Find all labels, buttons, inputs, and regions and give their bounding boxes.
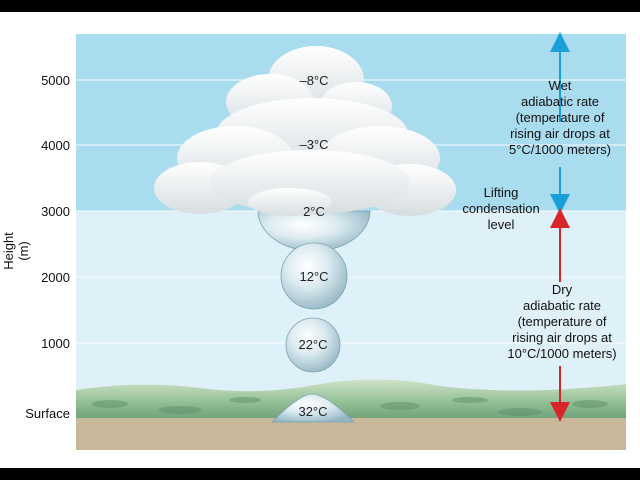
ground bbox=[76, 418, 626, 450]
wet-rate-line-2: adiabatic rate bbox=[520, 94, 600, 109]
lcl-line-1: Lifting bbox=[483, 185, 519, 200]
y-tick-5000: 5000 bbox=[41, 73, 70, 88]
cumulus-cloud bbox=[154, 46, 456, 216]
gridlines bbox=[76, 79, 626, 344]
wet-rate-text: Wet adiabatic rate (temperature of risin… bbox=[490, 78, 630, 158]
temp-label-1000m: 22°C bbox=[298, 337, 328, 352]
vegetation-band bbox=[76, 379, 626, 420]
y-tick-4000: 4000 bbox=[41, 138, 70, 153]
dry-rate-line-4: rising air drops at bbox=[512, 330, 612, 345]
wet-rate-line-4: rising air drops at bbox=[510, 126, 610, 141]
bubble-surface bbox=[271, 393, 355, 423]
dry-rate-line-1: Dry bbox=[551, 282, 573, 297]
lower-sky bbox=[76, 211, 626, 411]
temp-label-top: –8°C bbox=[299, 73, 329, 88]
lcl-line-2: condensation bbox=[462, 201, 540, 216]
vegetation-texture bbox=[92, 397, 608, 416]
bubble-2000m bbox=[280, 242, 348, 310]
bubble-1000m bbox=[285, 317, 341, 373]
wet-rate-line-1: Wet bbox=[548, 78, 572, 93]
dry-rate-line-2: adiabatic rate bbox=[522, 298, 602, 313]
y-tick-2000: 2000 bbox=[41, 270, 70, 285]
y-tick-3000: 3000 bbox=[41, 204, 70, 219]
temp-label-2000m: 12°C bbox=[299, 269, 329, 284]
y-tick-1000: 1000 bbox=[41, 336, 70, 351]
y-tick-surface: Surface bbox=[25, 406, 70, 421]
wet-rate-line-5: 5°C/1000 meters) bbox=[508, 142, 612, 157]
temp-label-cloud-base: 2°C bbox=[303, 204, 325, 219]
dry-rate-line-3: (temperature of bbox=[517, 314, 607, 329]
temp-label-upper: –3°C bbox=[299, 137, 329, 152]
dry-rate-line-5: 10°C/1000 meters) bbox=[507, 346, 617, 361]
lcl-text: Lifting condensation level bbox=[446, 185, 556, 233]
wet-rate-line-3: (temperature of bbox=[515, 110, 605, 125]
temp-label-surface: 32°C bbox=[298, 404, 328, 419]
dry-rate-text: Dry adiabatic rate (temperature of risin… bbox=[494, 282, 630, 362]
lapse-rate-diagram bbox=[76, 32, 626, 450]
lcl-line-3: level bbox=[487, 217, 515, 232]
